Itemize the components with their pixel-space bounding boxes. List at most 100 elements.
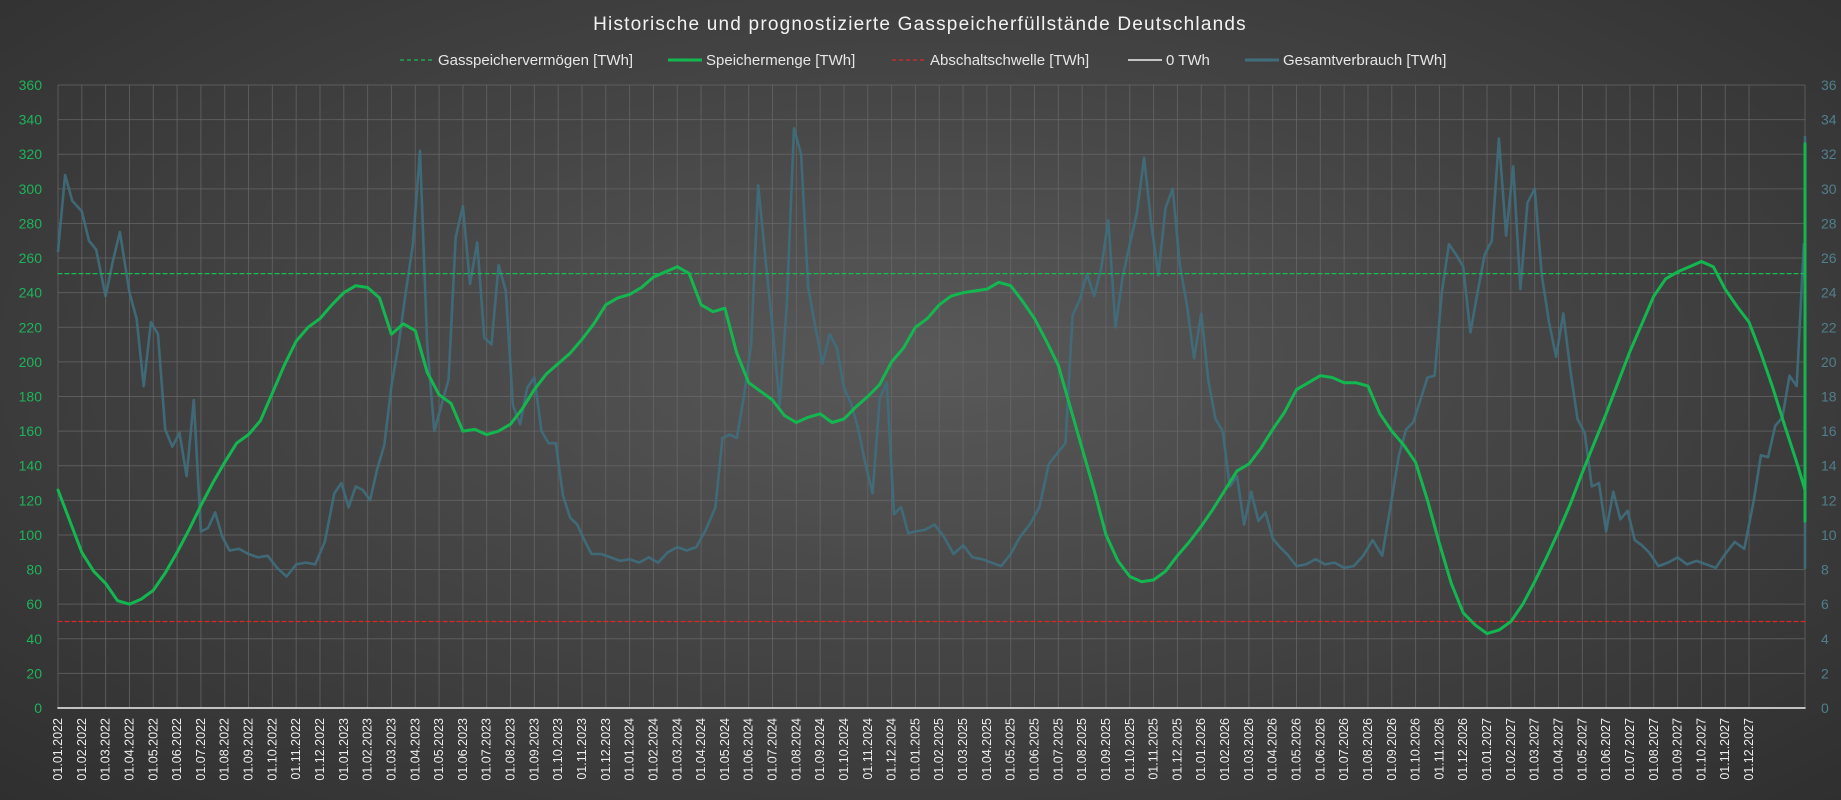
x-tick-label: 01.06.2023 <box>456 718 470 781</box>
legend-label: Gasspeichervermögen [TWh] <box>438 52 633 69</box>
y-left-tick-label: 340 <box>19 112 43 128</box>
x-tick-label: 01.09.2025 <box>1099 718 1113 781</box>
x-tick-label: 01.11.2022 <box>289 718 303 780</box>
y-right-tick-label: 16 <box>1821 423 1837 439</box>
x-tick-label: 01.09.2024 <box>813 718 827 781</box>
x-tick-label: 01.09.2023 <box>527 718 541 781</box>
x-tick-label: 01.04.2022 <box>122 718 136 781</box>
x-tick-label: 01.12.2022 <box>313 718 327 781</box>
y-right-tick-label: 32 <box>1821 146 1837 162</box>
legend-label: 0 TWh <box>1166 52 1210 69</box>
x-tick-label: 01.08.2023 <box>504 718 518 781</box>
y-right-tick-label: 18 <box>1821 389 1837 405</box>
x-tick-label: 01.07.2026 <box>1337 718 1351 781</box>
y-left-tick-label: 40 <box>26 631 42 647</box>
x-tick-label: 01.01.2027 <box>1480 718 1494 781</box>
x-tick-label: 01.01.2022 <box>51 718 65 781</box>
x-tick-label: 01.01.2023 <box>337 718 351 781</box>
x-tick-label: 01.08.2025 <box>1075 718 1089 781</box>
x-tick-label: 01.05.2022 <box>146 718 160 781</box>
x-tick-label: 01.04.2024 <box>694 718 708 781</box>
x-tick-label: 01.05.2023 <box>432 718 446 781</box>
x-tick-label: 01.03.2026 <box>1242 718 1256 781</box>
x-tick-label: 01.04.2025 <box>980 718 994 781</box>
x-tick-label: 01.03.2027 <box>1528 718 1542 781</box>
x-tick-label: 01.06.2022 <box>170 718 184 781</box>
y-left-tick-label: 240 <box>19 285 43 301</box>
x-tick-label: 01.05.2026 <box>1290 718 1304 781</box>
x-tick-label: 01.02.2026 <box>1218 718 1232 781</box>
y-right-tick-label: 30 <box>1821 181 1837 197</box>
x-tick-label: 01.11.2023 <box>575 718 589 780</box>
y-right-tick-label: 36 <box>1821 77 1837 93</box>
x-tick-label: 01.08.2026 <box>1361 718 1375 781</box>
x-tick-label: 01.03.2022 <box>99 718 113 781</box>
x-tick-label: 01.10.2024 <box>837 718 851 781</box>
x-tick-label: 01.02.2022 <box>75 718 89 781</box>
x-tick-label: 01.11.2025 <box>1147 718 1161 780</box>
y-right-tick-label: 20 <box>1821 354 1837 370</box>
y-right-tick-label: 26 <box>1821 250 1837 266</box>
x-tick-label: 01.09.2027 <box>1671 718 1685 781</box>
x-tick-label: 01.11.2024 <box>861 718 875 780</box>
x-tick-label: 01.05.2025 <box>1004 718 1018 781</box>
x-tick-label: 01.04.2023 <box>408 718 422 781</box>
x-tick-label: 01.12.2023 <box>599 718 613 781</box>
x-tick-label: 01.11.2026 <box>1432 718 1446 780</box>
x-tick-label: 01.12.2025 <box>1170 718 1184 781</box>
y-axis-left: 0 20 40 60 80 100 120 140 160 180 200 220 240 260 280 3… <box>19 77 43 716</box>
x-tick-label: 01.05.2024 <box>718 718 732 781</box>
y-right-tick-label: 12 <box>1821 492 1837 508</box>
x-tick-label: 01.06.2025 <box>1028 718 1042 781</box>
y-left-tick-label: 20 <box>26 665 42 681</box>
legend-label: Gesamtverbrauch [TWh] <box>1283 52 1446 69</box>
x-tick-label: 01.08.2024 <box>789 718 803 781</box>
y-left-tick-label: 60 <box>26 596 42 612</box>
x-tick-label: 01.03.2025 <box>956 718 970 781</box>
x-tick-label: 01.01.2025 <box>908 718 922 781</box>
y-left-tick-label: 160 <box>19 423 43 439</box>
x-tick-label: 01.10.2022 <box>265 718 279 781</box>
x-tick-label: 01.05.2027 <box>1575 718 1589 781</box>
x-tick-label: 01.06.2024 <box>742 718 756 781</box>
x-axis: 01.01.2022 01.02.2022 01.03.2022 01.04.2022… <box>51 718 1756 781</box>
y-left-tick-label: 100 <box>19 527 43 543</box>
legend-label: Speichermenge [TWh] <box>706 52 855 69</box>
y-left-tick-label: 220 <box>19 319 43 335</box>
series-line-speichermenge <box>56 142 1807 636</box>
y-right-tick-label: 0 <box>1821 700 1829 716</box>
x-tick-label: 01.02.2025 <box>932 718 946 781</box>
grid <box>57 84 1806 708</box>
y-right-tick-label: 24 <box>1821 285 1837 301</box>
x-tick-label: 01.02.2027 <box>1504 718 1518 781</box>
x-tick-label: 01.10.2027 <box>1694 718 1708 781</box>
x-tick-label: 01.10.2026 <box>1409 718 1423 781</box>
x-tick-label: 01.07.2027 <box>1623 718 1637 781</box>
x-tick-label: 01.02.2023 <box>361 718 375 781</box>
chart-title: Historische und prognostizierte Gasspeic… <box>593 14 1247 35</box>
x-tick-label: 01.12.2027 <box>1742 718 1756 781</box>
x-tick-label: 01.07.2024 <box>766 718 780 781</box>
x-tick-label: 01.08.2022 <box>218 718 232 781</box>
x-tick-label: 01.02.2024 <box>646 718 660 781</box>
y-right-tick-label: 8 <box>1821 562 1829 578</box>
x-tick-label: 01.12.2024 <box>885 718 899 781</box>
x-tick-label: 01.04.2026 <box>1266 718 1280 781</box>
x-tick-label: 01.10.2025 <box>1123 718 1137 781</box>
x-tick-label: 01.01.2024 <box>623 718 637 781</box>
y-left-tick-label: 80 <box>26 562 42 578</box>
x-tick-label: 01.01.2026 <box>1194 718 1208 781</box>
x-tick-label: 01.09.2026 <box>1385 718 1399 781</box>
x-tick-label: 01.04.2027 <box>1551 718 1565 781</box>
x-tick-label: 01.11.2027 <box>1718 718 1732 780</box>
x-tick-label: 01.06.2026 <box>1313 718 1327 781</box>
y-left-tick-label: 180 <box>19 389 43 405</box>
y-right-tick-label: 6 <box>1821 596 1829 612</box>
x-tick-label: 01.12.2026 <box>1456 718 1470 781</box>
x-tick-label: 01.07.2023 <box>480 718 494 781</box>
x-tick-label: 01.08.2027 <box>1647 718 1661 781</box>
x-tick-label: 01.10.2023 <box>551 718 565 781</box>
